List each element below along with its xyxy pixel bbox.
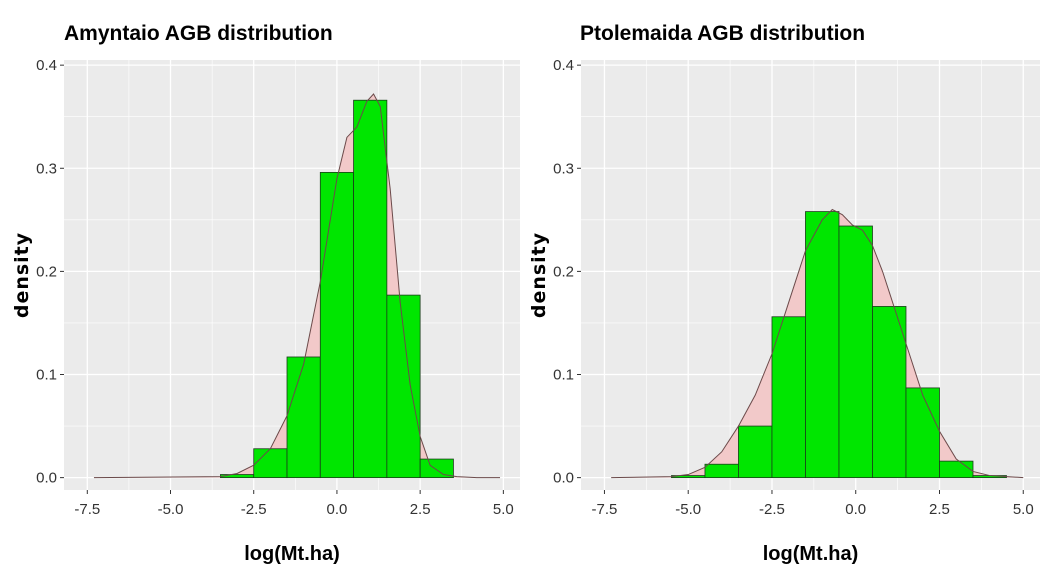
chart-panel-amyntaio: 0.0 0.1 0.2 0.3 0.4 -7.5 -5.0 -2.5 0.0 2.5 5.0 Amyn…: [11, 22, 520, 565]
x-tick-label: -5.0: [158, 501, 184, 518]
histogram-bar: [386, 294, 421, 479]
chart-panel-ptolemaida: 0.0 0.1 0.2 0.3 0.4 -7.5 -5.0 -2.5 0.0 2.5 5.0 Ptol…: [522, 0, 1044, 570]
y-tick-label: 0.3: [553, 160, 574, 177]
y-tick-label: 0.2: [36, 263, 57, 280]
x-tick-label: -2.5: [759, 501, 785, 518]
chart-title: Amyntaio AGB distribution: [64, 22, 333, 45]
x-tick-label: 0.0: [845, 501, 866, 518]
x-tick-label: 5.0: [493, 501, 514, 518]
histogram-bar: [838, 225, 873, 479]
y-tick-label: 0.2: [553, 263, 574, 280]
histogram-bar: [419, 458, 454, 479]
y-tick-label: 0.0: [553, 470, 574, 487]
y-tick-label: 0.4: [553, 57, 574, 74]
x-tick-label: 2.5: [929, 501, 950, 518]
x-tick-label: 5.0: [1013, 501, 1034, 518]
histogram-bar: [939, 460, 974, 479]
histogram-bar: [905, 387, 940, 479]
x-tick-label: -2.5: [241, 501, 267, 518]
chart-svg: 0.0 0.1 0.2 0.3 0.4 -7.5 -5.0 -2.5 0.0 2.5 5.0 Amyn…: [11, 22, 520, 565]
density-line: [611, 208, 1024, 479]
x-tick-label: -5.0: [675, 501, 701, 518]
histogram-bar: [805, 211, 840, 479]
density-line: [93, 93, 501, 479]
x-axis-label: log(Mt.ha): [763, 543, 859, 565]
histogram-bar: [771, 316, 806, 479]
histogram-bar: [253, 448, 288, 479]
chart-title: Ptolemaida AGB distribution: [580, 22, 865, 45]
y-axis-label: density: [528, 232, 550, 318]
y-axis-label: density: [11, 232, 33, 318]
histogram-bar: [353, 99, 388, 479]
x-tick-label: 0.0: [327, 501, 348, 518]
chart-svg: 0.0 0.1 0.2 0.3 0.4 -7.5 -5.0 -2.5 0.0 2.5 5.0 Ptol…: [528, 22, 1040, 565]
x-tick-label: -7.5: [74, 501, 100, 518]
histogram-bar: [319, 171, 354, 479]
histogram-bar: [704, 463, 739, 479]
y-tick-label: 0.0: [36, 470, 57, 487]
x-axis-label: log(Mt.ha): [244, 543, 340, 565]
histogram-bar: [738, 425, 773, 479]
y-tick-label: 0.1: [36, 367, 57, 384]
x-tick-label: 2.5: [410, 501, 431, 518]
histogram-bar: [872, 306, 907, 479]
y-tick-label: 0.1: [553, 367, 574, 384]
y-tick-label: 0.4: [36, 57, 57, 74]
x-tick-label: -7.5: [592, 501, 618, 518]
y-tick-label: 0.3: [36, 160, 57, 177]
histogram-bar: [286, 356, 321, 479]
